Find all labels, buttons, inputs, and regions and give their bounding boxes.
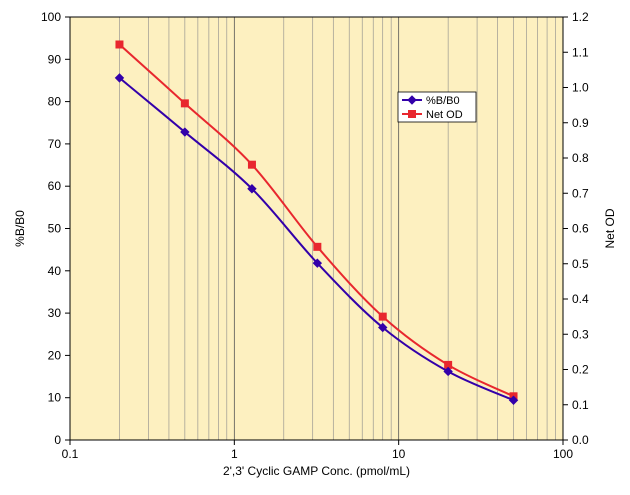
legend-marker xyxy=(408,110,416,118)
data-point-b-b0 xyxy=(312,258,323,268)
y2-axis-ticks: 0.0 0.1 0.2 0.3 0.4 0.5 0.6 0.7 0.8 0.9 1.0 1.1 1.2 xyxy=(563,10,589,447)
y2-axis-title: Net OD xyxy=(603,208,617,248)
y2-tick-label: 0.3 xyxy=(572,327,589,341)
series-layer xyxy=(114,40,519,405)
y-tick-label: 10 xyxy=(48,391,62,405)
data-point-b-b0 xyxy=(114,73,125,83)
x-axis-title: 2',3' Cyclic GAMP Conc. (pmol/mL) xyxy=(223,464,410,478)
legend: %B/B0 Net OD xyxy=(397,91,477,123)
data-point-net-od xyxy=(247,160,256,169)
y2-tick-label: 0.2 xyxy=(572,363,589,377)
y-tick-label: 100 xyxy=(41,10,61,24)
x-tick-label: 100 xyxy=(553,447,573,461)
y-tick-label: 20 xyxy=(48,348,62,362)
data-point-b-b0 xyxy=(247,184,257,194)
y2-tick-label: 0.6 xyxy=(572,222,589,236)
data-point-b-b0 xyxy=(180,127,190,137)
plot-area xyxy=(70,17,563,440)
data-point-net-od xyxy=(378,312,387,321)
data-point-b-b0 xyxy=(443,366,453,377)
y-tick-label: 60 xyxy=(48,179,62,193)
y2-tick-label: 1.1 xyxy=(572,45,589,59)
legend-label: %B/B0 xyxy=(426,95,460,107)
legend-label: Net OD xyxy=(426,109,463,121)
series-b-b0 xyxy=(114,73,519,405)
y2-tick-label: 0.8 xyxy=(572,151,589,165)
y2-tick-label: 0.0 xyxy=(572,433,589,447)
data-point-b-b0 xyxy=(378,322,388,333)
y-tick-label: 0 xyxy=(54,433,61,447)
y2-tick-label: 0.7 xyxy=(572,186,589,200)
data-point-net-od xyxy=(313,242,322,251)
legend-marker xyxy=(407,95,417,105)
y-tick-label: 40 xyxy=(48,264,62,278)
legend-entry-b-b0: %B/B0 xyxy=(402,95,460,107)
y2-tick-label: 0.1 xyxy=(572,398,589,412)
data-point-net-od xyxy=(115,40,124,49)
y2-tick-label: 0.4 xyxy=(572,292,589,306)
x-tick-label: 10 xyxy=(392,447,406,461)
y-axis-ticks: 0 10 20 30 40 50 60 70 80 90 100 xyxy=(41,10,70,447)
y-tick-label: 70 xyxy=(48,137,62,151)
x-axis-ticks: 0.1 1 10 100 xyxy=(62,440,573,461)
y2-tick-label: 0.5 xyxy=(572,257,589,271)
y-tick-label: 80 xyxy=(48,95,62,109)
x-tick-label: 1 xyxy=(231,447,238,461)
y2-tick-label: 0.9 xyxy=(572,116,589,130)
y2-tick-label: 1.0 xyxy=(572,81,589,95)
data-point-b-b0 xyxy=(508,395,519,405)
y-tick-label: 30 xyxy=(48,306,62,320)
legend-entry-net-od: Net OD xyxy=(402,109,463,121)
minor-gridlines xyxy=(119,17,556,440)
y-tick-label: 50 xyxy=(48,222,62,236)
y-tick-label: 90 xyxy=(48,52,62,66)
y2-tick-label: 1.2 xyxy=(572,10,589,24)
data-point-net-od xyxy=(180,99,189,108)
y-axis-title: %B/B0 xyxy=(13,210,27,247)
x-tick-label: 0.1 xyxy=(62,447,79,461)
